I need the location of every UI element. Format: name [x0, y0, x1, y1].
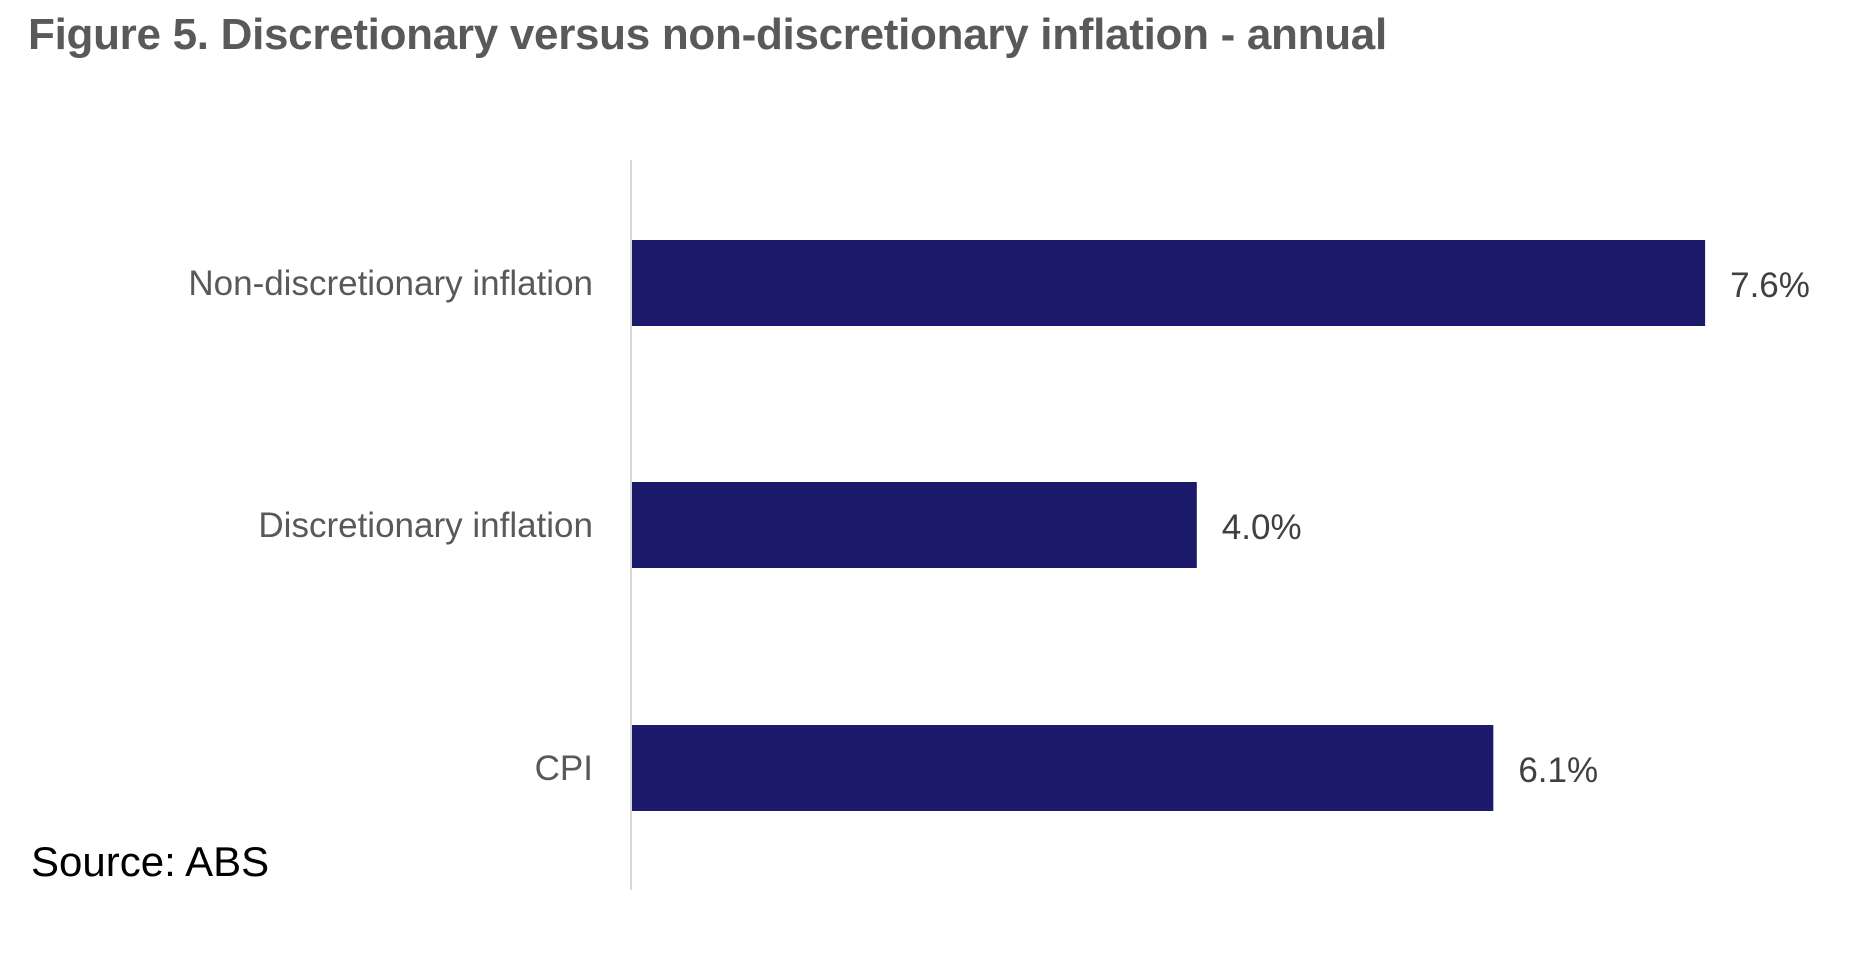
- bars-group: [632, 240, 1706, 811]
- bar-0: [632, 240, 1706, 326]
- value-labels-group: 7.6% 4.0% 6.1%: [1222, 266, 1810, 790]
- category-label-1: Discretionary inflation: [258, 506, 593, 545]
- source-note: Source: ABS: [31, 838, 270, 885]
- value-label-1: 4.0%: [1222, 508, 1302, 547]
- chart-title: Figure 5. Discretionary versus non-discr…: [28, 10, 1387, 59]
- value-label-0: 7.6%: [1730, 266, 1810, 305]
- bar-1: [632, 482, 1197, 568]
- category-label-0: Non-discretionary inflation: [188, 264, 593, 303]
- category-label-2: CPI: [535, 749, 593, 788]
- value-label-2: 6.1%: [1518, 751, 1598, 790]
- bar-2: [632, 725, 1494, 811]
- category-labels-group: Non-discretionary inflation Discretionary…: [188, 264, 593, 788]
